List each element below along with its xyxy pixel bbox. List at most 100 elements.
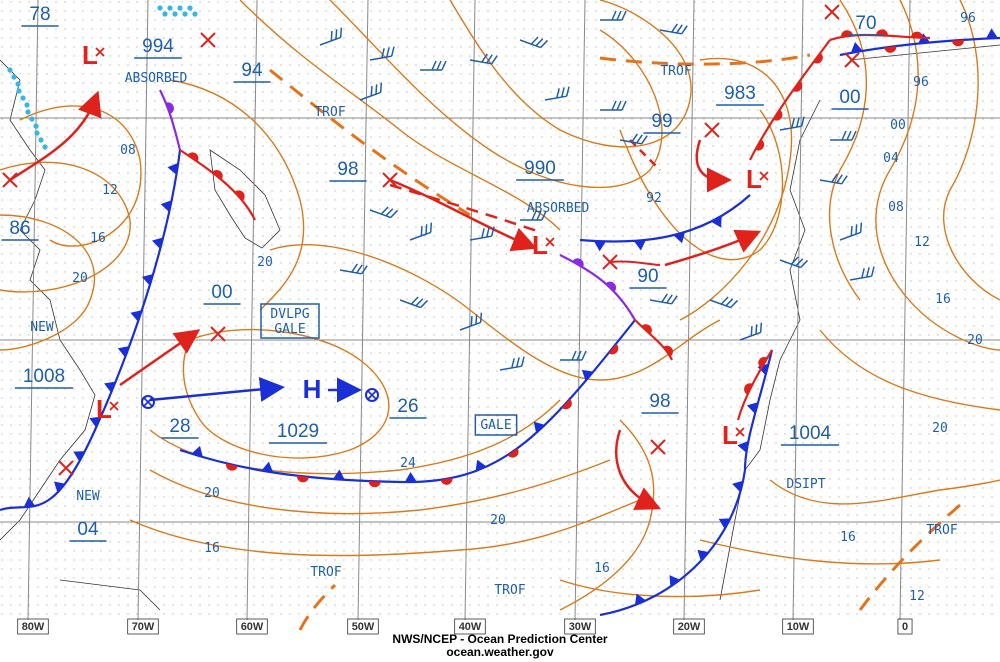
cold-front-symbol	[711, 215, 722, 228]
position-cross	[210, 326, 226, 342]
semicircle	[440, 477, 453, 485]
wind-barb	[830, 130, 857, 141]
triangle	[533, 421, 545, 434]
coast-newfoundland	[209, 149, 281, 249]
longitude-label-box	[454, 618, 486, 635]
position-cross	[2, 172, 18, 188]
isobar-label: 12	[102, 183, 118, 198]
isobar-label: 16	[840, 530, 856, 545]
triangle	[634, 593, 646, 606]
isobar	[699, 539, 941, 565]
cold-front-symbol	[533, 421, 545, 434]
isobar-label: 16	[90, 231, 106, 246]
isobar-label: 08	[120, 143, 136, 158]
track-arrow	[119, 329, 201, 387]
isobar	[875, 0, 1000, 351]
semicircle	[755, 139, 765, 151]
longitude-label: 50W	[352, 621, 375, 633]
isobar-label: 16	[935, 292, 951, 307]
cold-front-symbol	[104, 381, 116, 393]
isobar	[0, 214, 96, 351]
isobar-label: 12	[914, 235, 930, 250]
pressure-value: 1004	[789, 423, 832, 444]
isobar-label: 20	[967, 333, 983, 348]
front-line	[579, 194, 751, 243]
position-cross	[58, 460, 74, 476]
annotation-box	[474, 414, 518, 436]
barb-strokes	[619, 133, 648, 145]
longitude-label-box	[127, 618, 159, 635]
trough	[269, 68, 471, 217]
warm-front-symbol	[572, 258, 584, 268]
barb-strokes	[459, 312, 483, 331]
longitude-label: 40W	[459, 621, 482, 633]
isobar-label: 20	[204, 486, 220, 501]
isobar-label: 20	[257, 255, 273, 270]
trough	[298, 583, 337, 631]
pressure-value: 78	[29, 4, 50, 25]
isobar-label: 16	[594, 561, 610, 576]
ice-edge-dot	[182, 11, 188, 17]
isobar-label: 12	[909, 589, 925, 604]
cold-front-symbol	[732, 480, 744, 493]
wind-barb	[409, 222, 433, 241]
isobar-label: 20	[490, 513, 506, 528]
position-cross	[382, 172, 398, 188]
cold-front-symbol	[475, 459, 487, 472]
warm-front-symbol	[368, 481, 381, 488]
isobar-label: 16	[204, 541, 220, 556]
warm-front-symbol	[758, 356, 768, 369]
footer-url: ocean.weather.gov	[446, 645, 554, 659]
wind-barb	[459, 312, 483, 331]
annotation-box	[260, 303, 320, 339]
warm-front-symbol	[212, 169, 223, 180]
warm-front-symbol	[663, 345, 673, 357]
warm-front-symbol	[755, 139, 765, 151]
ice-edge-dot	[157, 5, 163, 11]
wind-barb	[560, 350, 587, 361]
isobar	[19, 105, 142, 247]
barb-strokes	[499, 356, 525, 371]
center-marker-cross	[367, 390, 377, 400]
semicircle	[773, 109, 783, 121]
isobar-label: 20	[932, 421, 948, 436]
position-cross	[650, 439, 666, 455]
cold-front-symbol	[73, 451, 86, 462]
ice-edge-dot	[34, 130, 40, 136]
pressure-value: 98	[649, 391, 670, 412]
track-arrow	[664, 229, 762, 267]
annotation: GALE	[480, 418, 511, 433]
wind-barb	[619, 133, 648, 145]
warm-front-symbol	[608, 343, 619, 355]
isobar	[169, 79, 305, 311]
wind-barb	[359, 82, 383, 101]
labels: 78 994 94 983 70 99 98 990 86 00 90 1008 28 1029 26 98 1…	[1, 4, 983, 659]
track-line	[609, 260, 661, 266]
barb-strokes	[319, 27, 343, 46]
barb-strokes	[359, 82, 383, 101]
isobar	[828, 0, 867, 301]
wind-barb	[499, 356, 525, 371]
cold-front-symbol	[332, 469, 345, 480]
triangle	[697, 549, 709, 561]
cold-front-symbol	[117, 346, 130, 358]
cold-front-symbol	[581, 369, 594, 381]
barb-strokes	[520, 210, 547, 221]
warm-front-symbol	[440, 477, 453, 485]
triangle	[746, 402, 759, 414]
triangle	[117, 346, 130, 358]
warm-front-symbol	[773, 109, 783, 121]
semicircle	[187, 152, 199, 162]
triangle	[104, 381, 116, 393]
barb-strokes	[339, 263, 368, 275]
ice-edge-dot	[29, 116, 35, 122]
semicircle	[608, 343, 619, 355]
triangle	[732, 480, 744, 493]
ice-edge-dot	[33, 123, 39, 129]
front-line	[839, 36, 1000, 57]
warm-front-symbol	[884, 46, 897, 53]
longitude-line	[683, 0, 695, 621]
triangle	[167, 162, 179, 175]
longitude-line	[899, 0, 911, 621]
pressure-value: 994	[142, 36, 174, 57]
